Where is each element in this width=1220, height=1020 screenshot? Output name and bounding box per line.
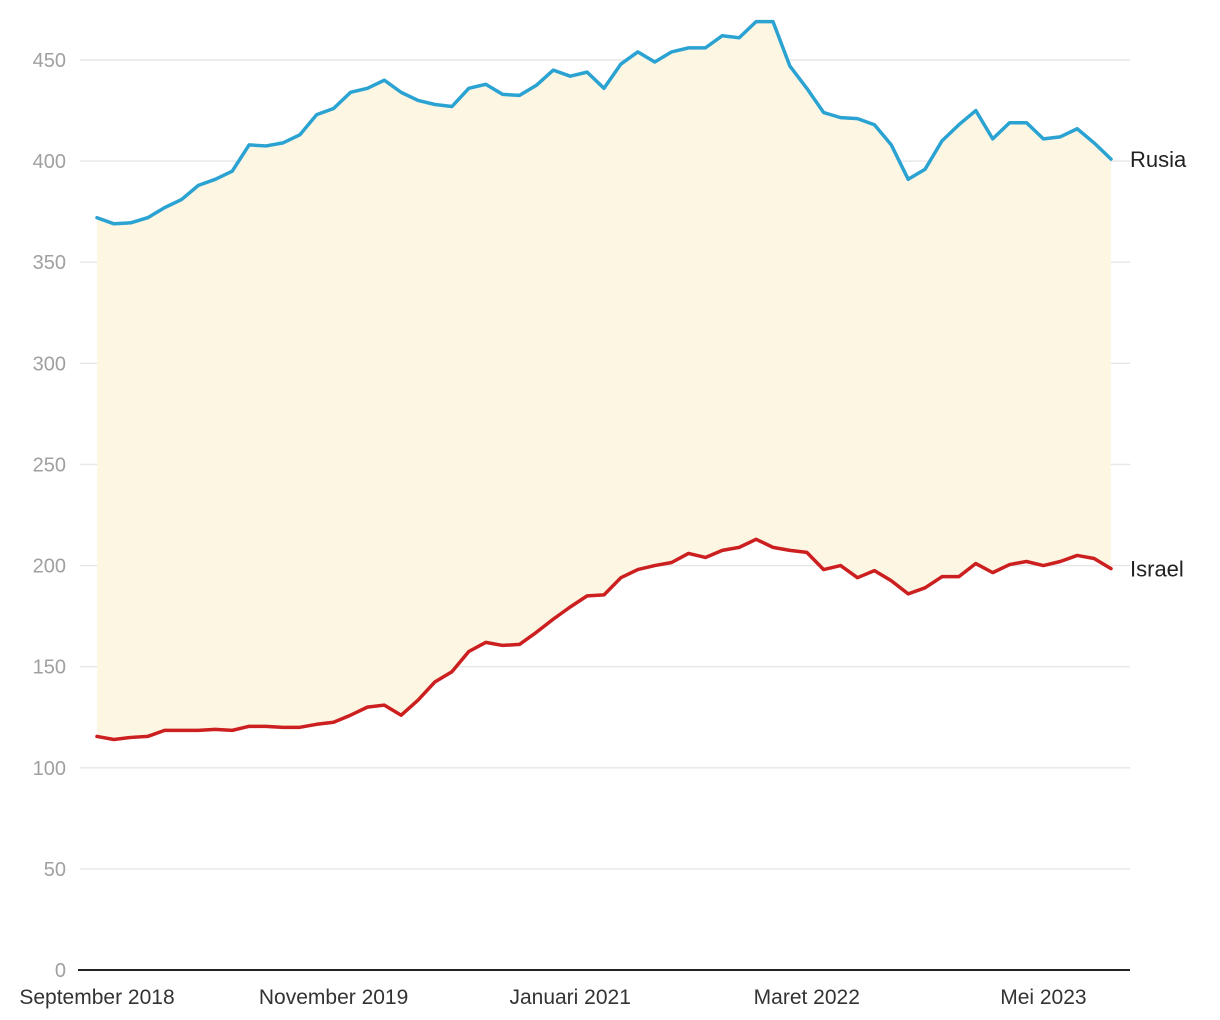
y-tick-label: 300	[33, 353, 66, 375]
y-tick-label: 200	[33, 556, 66, 578]
y-axis-ticks: 0 50 100 150 200 250 300 350 400 450	[33, 50, 66, 982]
x-tick-label: Mei 2023	[1000, 986, 1086, 1009]
y-tick-label: 150	[33, 657, 66, 679]
y-tick-label: 100	[33, 758, 66, 780]
y-tick-label: 250	[33, 454, 66, 476]
series-line-israel	[95, 537, 1113, 742]
y-tick-label: 0	[55, 960, 66, 982]
y-tick-label: 450	[33, 50, 66, 72]
x-tick-label: Januari 2021	[509, 986, 630, 1009]
gap-fill-area	[97, 21, 1111, 740]
series-line-rusia	[95, 19, 1113, 226]
series-lines	[95, 19, 1113, 742]
x-tick-label: Maret 2022	[754, 986, 860, 1009]
x-tick-label: September 2018	[19, 986, 174, 1009]
x-axis-ticks: September 2018 November 2019 Januari 2021 M…	[19, 986, 1086, 1009]
y-tick-label: 50	[44, 859, 66, 881]
y-tick-label: 400	[33, 151, 66, 173]
series-labels: Rusia Israel	[1130, 147, 1187, 582]
series-label-israel: Israel	[1130, 557, 1184, 582]
series-label-rusia: Rusia	[1130, 147, 1187, 172]
x-tick-label: November 2019	[259, 986, 408, 1009]
y-tick-label: 350	[33, 252, 66, 274]
